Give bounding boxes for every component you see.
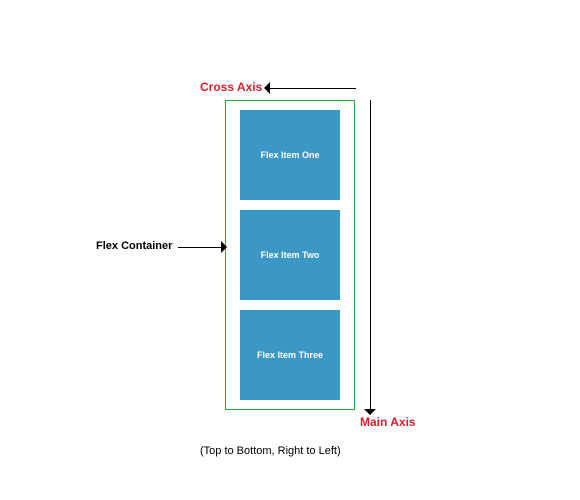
flex-item-2: Flex Item Two bbox=[240, 210, 340, 300]
flex-item-3: Flex Item Three bbox=[240, 310, 340, 400]
flex-container-label: Flex Container bbox=[96, 240, 172, 252]
flex-container: Flex Item One Flex Item Two Flex Item Th… bbox=[225, 100, 355, 410]
diagram-stage: Cross Axis Flex Item One Flex Item Two F… bbox=[0, 0, 580, 500]
flex-container-arrow-head bbox=[221, 241, 227, 253]
cross-axis-arrow-line bbox=[270, 88, 356, 89]
cross-axis-label: Cross Axis bbox=[200, 80, 262, 94]
flex-container-arrow-line bbox=[178, 247, 222, 248]
main-axis-arrow-line bbox=[370, 100, 371, 410]
main-axis-label: Main Axis bbox=[360, 415, 416, 429]
flex-item-1: Flex Item One bbox=[240, 110, 340, 200]
cross-axis-arrow-head bbox=[264, 82, 270, 94]
caption: (Top to Bottom, Right to Left) bbox=[200, 445, 341, 457]
